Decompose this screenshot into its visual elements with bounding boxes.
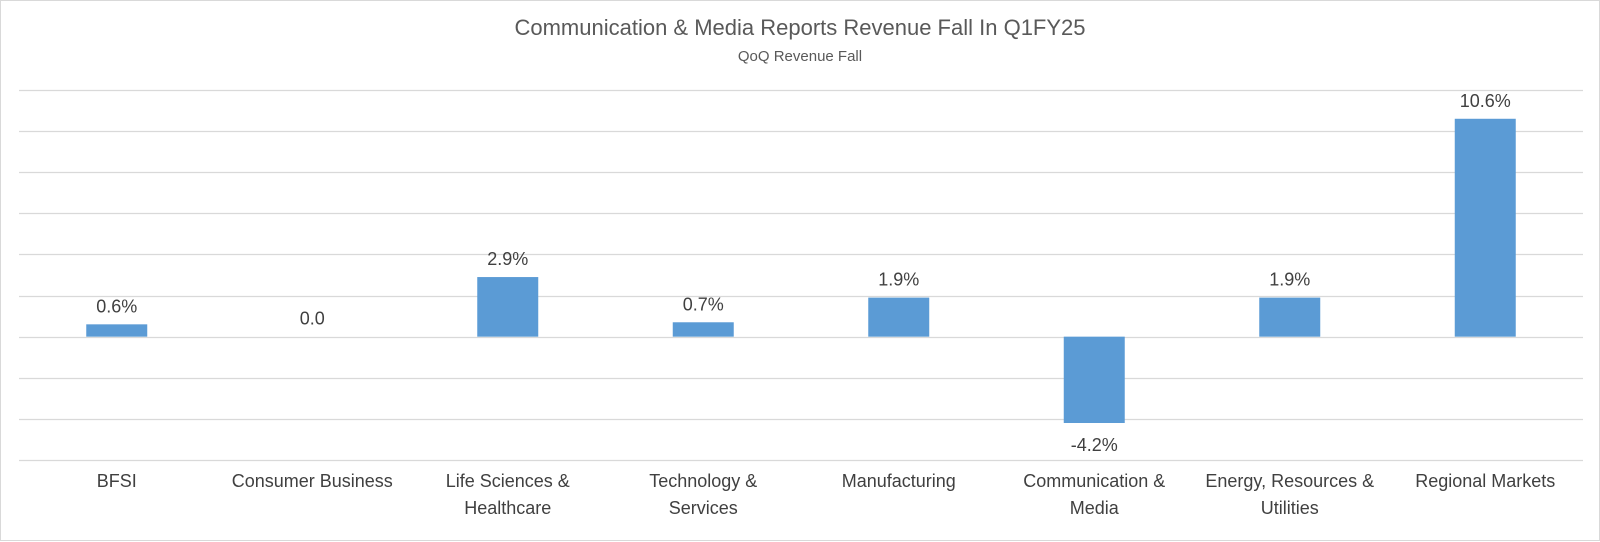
- chart-subtitle: QoQ Revenue Fall: [737, 48, 863, 65]
- category-label-6-line-2: Media: [1070, 498, 1120, 518]
- category-label-4-line-1: Technology &: [649, 471, 757, 491]
- bar-1: [86, 324, 148, 337]
- category-label-3-line-1: Life Sciences &: [446, 471, 570, 491]
- bar-5: [868, 297, 930, 337]
- category-label-8: Regional Markets: [1415, 471, 1555, 491]
- category-label-2: Consumer Business: [232, 471, 393, 491]
- bar-8: [1454, 118, 1516, 337]
- category-labels: BFSI Consumer Business Life Sciences & Heal…: [97, 471, 1556, 518]
- category-label-7-line-1: Energy, Resources &: [1205, 471, 1374, 491]
- data-label-6: -4.2%: [1071, 435, 1118, 455]
- bar-3: [477, 277, 539, 337]
- category-label-1: BFSI: [97, 471, 137, 491]
- data-label-2: 0.0: [300, 309, 325, 329]
- category-label-7-line-2: Utilities: [1261, 498, 1319, 518]
- data-label-8: 10.6%: [1460, 91, 1511, 111]
- category-label-3-line-2: Healthcare: [464, 498, 551, 518]
- bars: [86, 118, 1516, 423]
- data-label-5: 1.9%: [878, 270, 919, 290]
- bar-7: [1259, 297, 1321, 337]
- category-label-4-line-2: Services: [669, 498, 738, 518]
- category-label-6-line-1: Communication &: [1023, 471, 1165, 491]
- gridlines: [19, 89, 1583, 462]
- data-label-1: 0.6%: [96, 296, 137, 316]
- data-label-4: 0.7%: [683, 294, 724, 314]
- data-labels: 0.6% 0.0 2.9% 0.7% 1.9% -4.2% 1.9% 10.6%: [96, 91, 1511, 455]
- chart-title: Communication & Media Reports Revenue Fa…: [514, 15, 1086, 40]
- bar-6: [1063, 336, 1125, 423]
- data-label-3: 2.9%: [487, 249, 528, 269]
- category-label-5: Manufacturing: [842, 471, 956, 491]
- bar-4: [672, 322, 734, 337]
- data-label-7: 1.9%: [1269, 270, 1310, 290]
